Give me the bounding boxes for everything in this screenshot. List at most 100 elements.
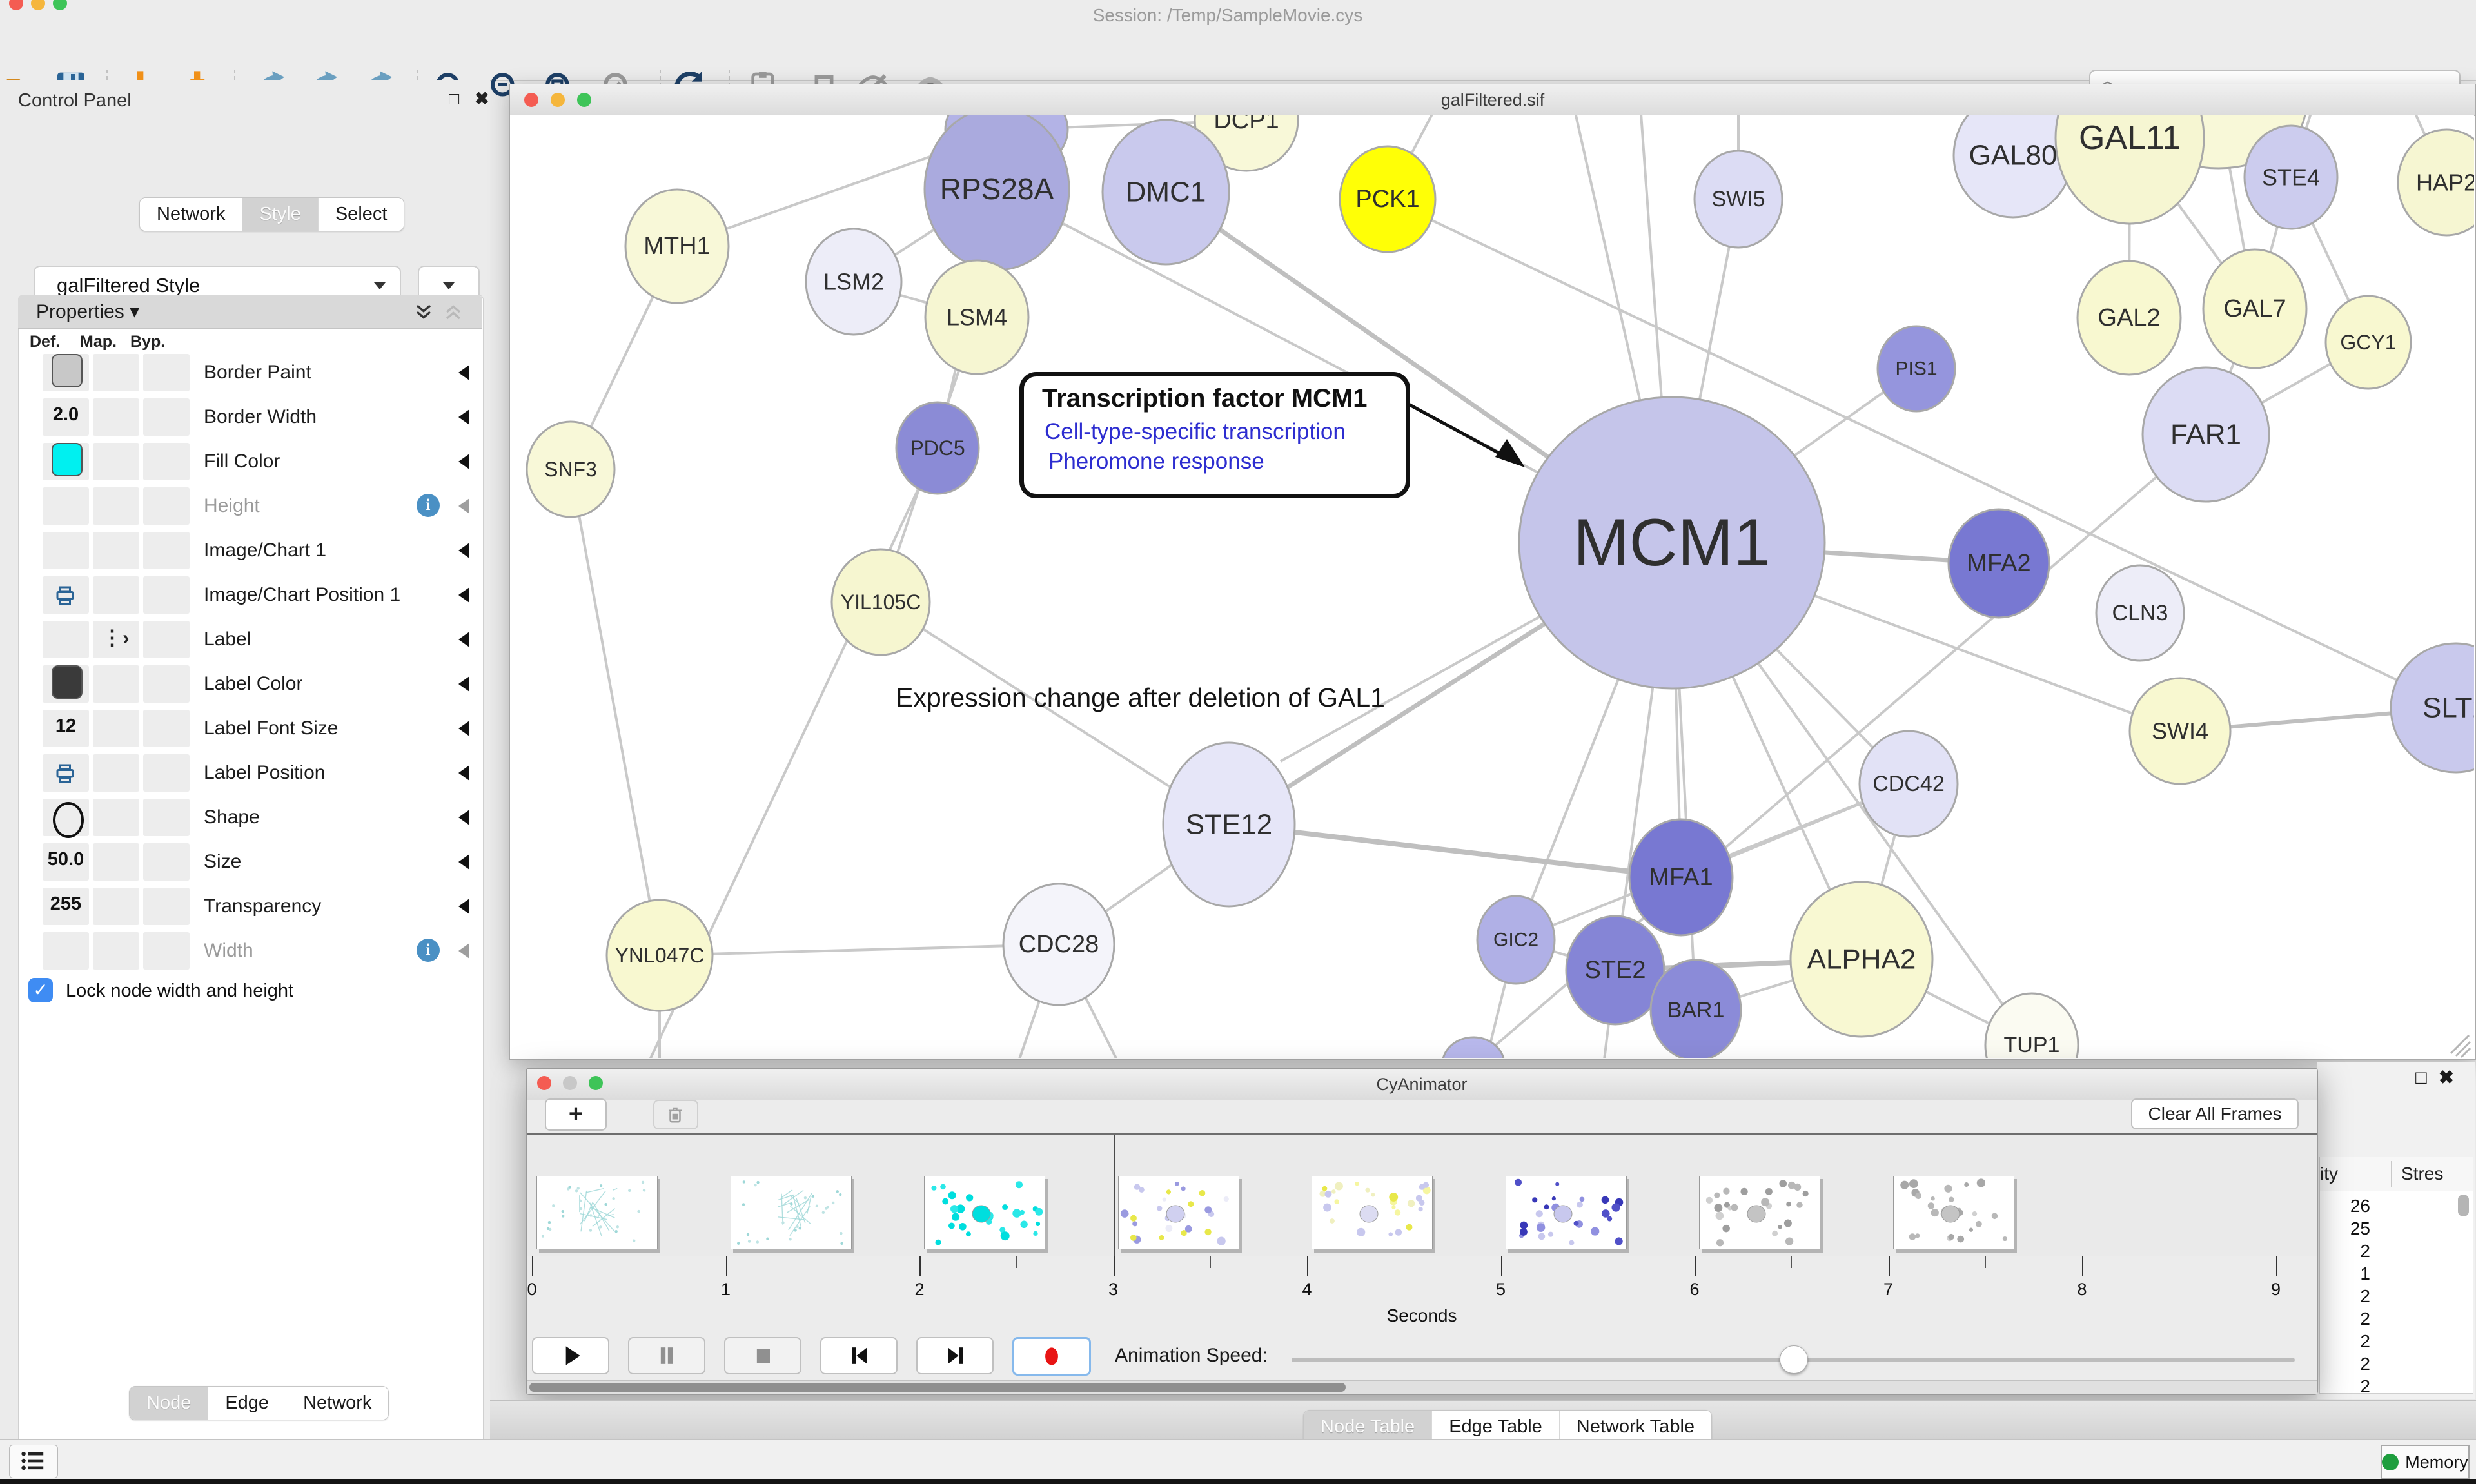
slider-thumb[interactable] [1780,1345,1808,1374]
close-panel-icon[interactable]: ✖ [2438,1068,2466,1088]
clear-all-frames-button[interactable]: Clear All Frames [2131,1098,2299,1129]
network-node-cdc28[interactable]: CDC28 [1002,883,1115,1006]
value-cell[interactable] [93,576,139,614]
value-cell[interactable] [143,888,190,925]
table-scrollbar[interactable] [2458,1195,2469,1216]
color-swatch[interactable] [52,354,83,387]
value-cell[interactable] [143,532,190,569]
expand-row-icon[interactable] [458,454,469,469]
tab-node[interactable]: Node [130,1387,209,1420]
value-cell[interactable] [93,354,139,391]
value-cell[interactable] [93,799,139,836]
close-window-icon[interactable] [9,0,23,10]
network-node-mth1[interactable]: MTH1 [624,188,730,304]
network-node-ste2[interactable]: STE2 [1565,915,1665,1026]
property-row-label-font-size[interactable]: 12 Label Font Size [19,707,481,752]
value-cell[interactable] [93,443,139,480]
close-panel-icon[interactable]: ✖ [475,89,489,108]
value-cell[interactable] [143,443,190,480]
task-history-button[interactable] [9,1445,58,1478]
expand-row-icon[interactable] [458,632,469,647]
network-node-pis1[interactable]: PIS1 [1876,325,1956,413]
network-node-cln3[interactable]: CLN3 [2095,564,2185,662]
network-node-cdc42[interactable]: CDC42 [1858,730,1959,838]
delete-frame-button[interactable] [653,1100,698,1129]
network-node-swi4[interactable]: SWI4 [2128,677,2232,785]
property-row-border-width[interactable]: 2.0 Border Width [19,395,481,440]
network-node-lsm4[interactable]: LSM4 [924,259,1030,375]
tab-network[interactable]: Network [140,198,243,231]
value-cell[interactable] [143,665,190,703]
animation-speed-slider[interactable] [1292,1345,2295,1374]
previous-frame-button[interactable] [820,1337,898,1374]
annotation-link[interactable]: Cell-type-specific transcription [1045,419,1346,444]
properties-header[interactable]: Properties ▾ [18,295,482,329]
network-node-gal7[interactable]: GAL7 [2202,248,2308,369]
network-window-titlebar[interactable]: galFiltered.sif [510,84,2475,116]
value-cell[interactable] [93,398,139,436]
value-cell[interactable] [93,665,139,703]
network-node-gic2[interactable]: GIC2 [1476,895,1556,985]
network-node-gal11[interactable]: GAL11 [2054,115,2205,225]
info-icon[interactable]: i [417,939,440,962]
float-panel-icon[interactable]: □ [449,89,460,108]
value-cell[interactable] [93,487,139,525]
network-node-tup1[interactable]: TUP1 [1984,992,2079,1058]
property-row-label-color[interactable]: Label Color [19,662,481,707]
value-cell[interactable] [43,888,89,925]
expand-row-icon[interactable] [458,854,469,870]
pause-button[interactable] [628,1337,705,1374]
default-value[interactable]: 50.0 [47,849,84,870]
frame-thumbnail-1[interactable] [536,1176,658,1249]
default-value[interactable]: 2.0 [52,404,79,425]
frame-thumbnail-3[interactable] [924,1176,1045,1249]
property-row-image-chart-position-1[interactable]: Image/Chart Position 1 [19,573,481,618]
tab-node-table[interactable]: Node Table [1304,1411,1433,1443]
property-row-shape[interactable]: Shape [19,796,481,841]
network-node-gcy1[interactable]: GCY1 [2324,295,2412,390]
network-node-snf3[interactable]: SNF3 [526,420,616,518]
table-header[interactable]: ity Stres [2320,1157,2473,1191]
property-row-label[interactable]: ⋮› Label [19,618,481,663]
value-cell[interactable] [43,487,89,525]
value-cell[interactable] [93,621,139,658]
value-cell[interactable] [143,710,190,747]
record-button[interactable] [1012,1337,1091,1376]
network-node-ste12[interactable]: STE12 [1162,741,1296,908]
network-node-ynl047c[interactable]: YNL047C [605,899,714,1012]
value-cell[interactable] [93,888,139,925]
network-node-swi5[interactable]: SWI5 [1693,150,1783,249]
frame-thumbnail-6[interactable] [1505,1176,1627,1249]
color-swatch[interactable] [52,443,83,476]
expand-row-icon[interactable] [458,365,469,380]
close-window-icon[interactable] [524,93,538,107]
value-cell[interactable] [43,621,89,658]
property-row-fill-color[interactable]: Fill Color [19,440,481,485]
value-cell[interactable] [43,532,89,569]
resize-grip[interactable] [2450,1034,2471,1058]
network-node-pdc5[interactable]: PDC5 [895,401,980,495]
minimize-window-icon[interactable] [551,93,565,107]
value-cell[interactable] [43,398,89,436]
value-cell[interactable] [43,843,89,881]
default-value[interactable]: 12 [55,716,77,736]
value-cell[interactable] [93,932,139,970]
next-frame-button[interactable] [916,1337,994,1374]
property-row-transparency[interactable]: 255 Transparency [19,884,481,930]
playhead[interactable] [1113,1135,1115,1256]
expand-row-icon[interactable] [458,943,469,959]
tab-select[interactable]: Select [318,198,404,231]
tab-network[interactable]: Network [286,1387,389,1420]
value-cell[interactable] [143,754,190,792]
network-node-gal2[interactable]: GAL2 [2076,260,2182,376]
zoom-window-icon[interactable] [589,1076,603,1090]
network-node-ste4[interactable]: STE4 [2243,124,2339,230]
expand-all-icon[interactable] [413,301,435,323]
expand-row-icon[interactable] [458,676,469,692]
network-canvas[interactable]: DCP1 RPS28A DMC1 PCK1 SWI5 GAL80 GAL11 STE4 HAP2… [510,115,2474,1058]
property-row-width[interactable]: Width i [19,929,481,974]
value-cell[interactable] [143,932,190,970]
tab-style[interactable]: Style [242,198,319,231]
value-cell[interactable] [43,754,89,792]
network-node-far1[interactable]: FAR1 [2141,366,2270,503]
